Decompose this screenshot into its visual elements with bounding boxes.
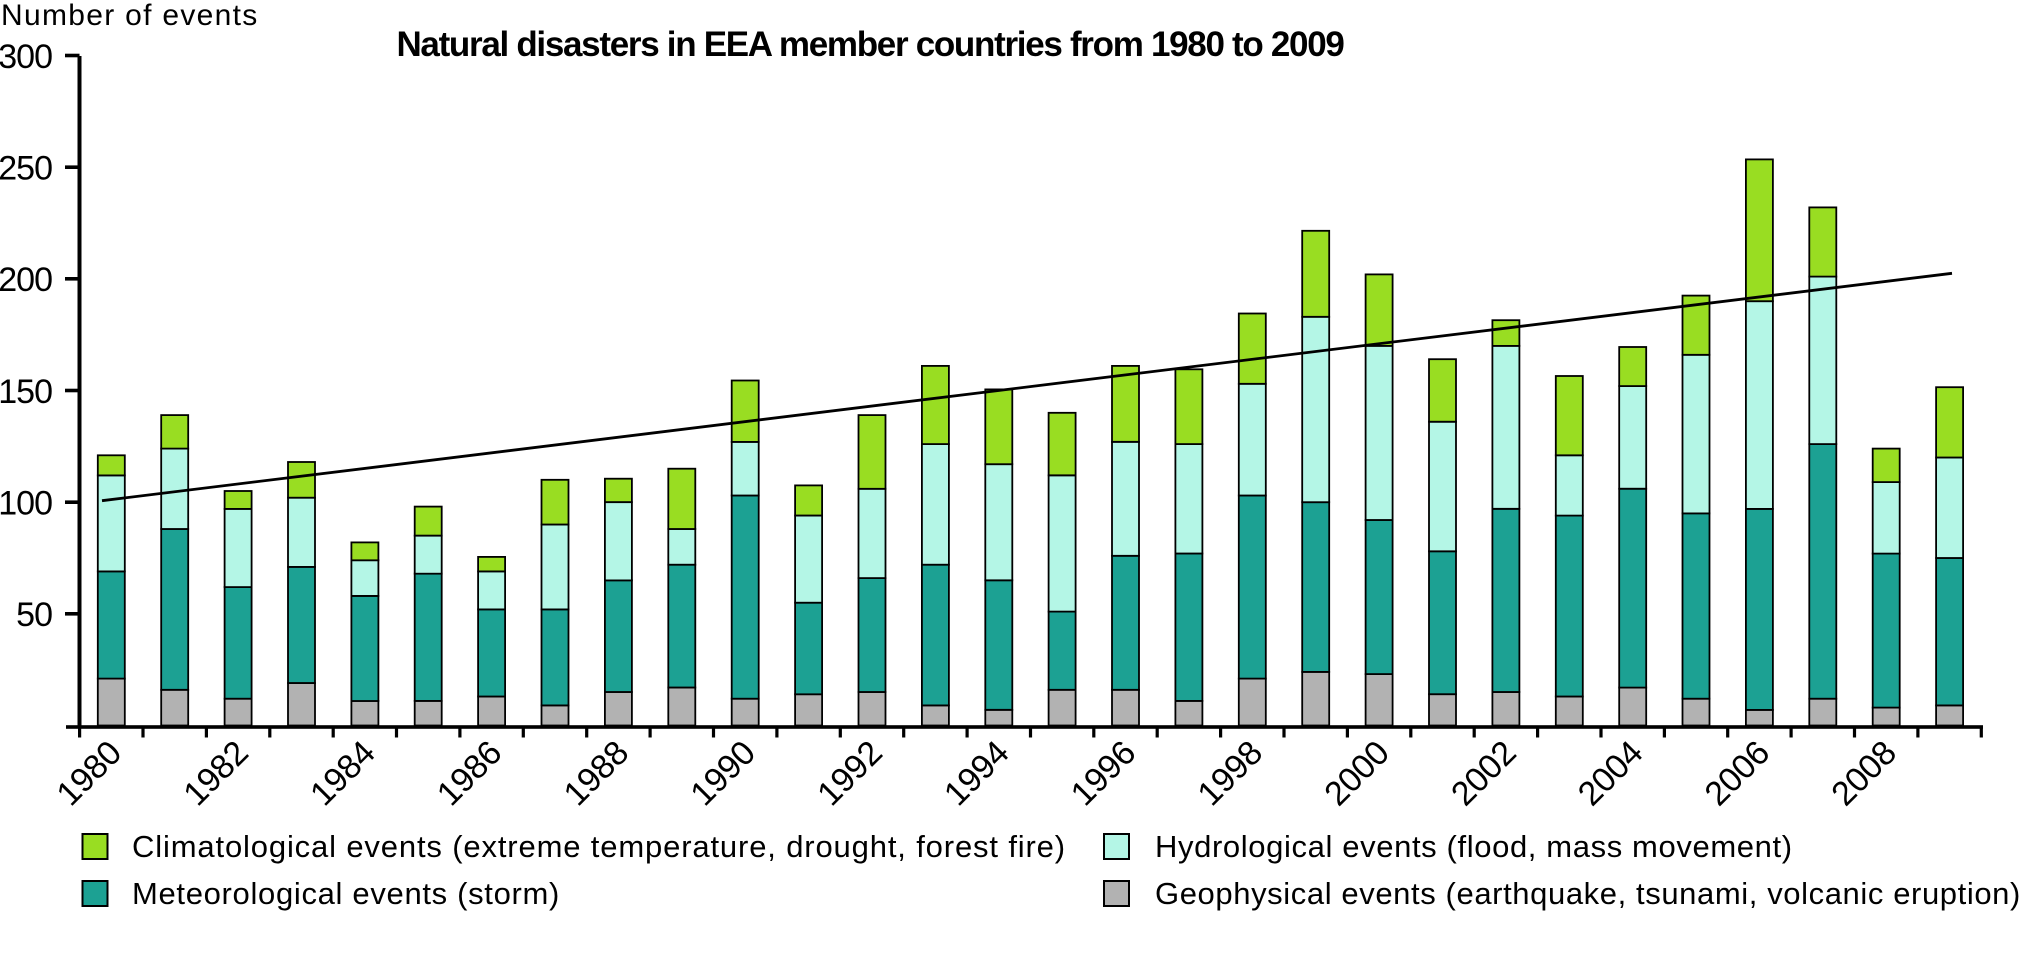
svg-text:50: 50 [16,596,52,634]
svg-text:Meteorological events (storm): Meteorological events (storm) [132,876,560,911]
svg-text:Number of events: Number of events [1,0,259,32]
svg-text:Hydrological events (flood, ma: Hydrological events (flood, mass movemen… [1155,829,1793,864]
svg-text:100: 100 [0,485,52,523]
svg-text:Geophysical events (earthquake: Geophysical events (earthquake, tsunami,… [1155,876,2021,911]
svg-text:300: 300 [0,38,52,76]
svg-text:Natural disasters in EEA membe: Natural disasters in EEA member countrie… [396,25,1344,64]
svg-text:250: 250 [0,150,52,188]
svg-text:150: 150 [0,373,52,411]
svg-text:200: 200 [0,261,52,299]
svg-text:Climatological events (extreme: Climatological events (extreme temperatu… [132,829,1066,864]
